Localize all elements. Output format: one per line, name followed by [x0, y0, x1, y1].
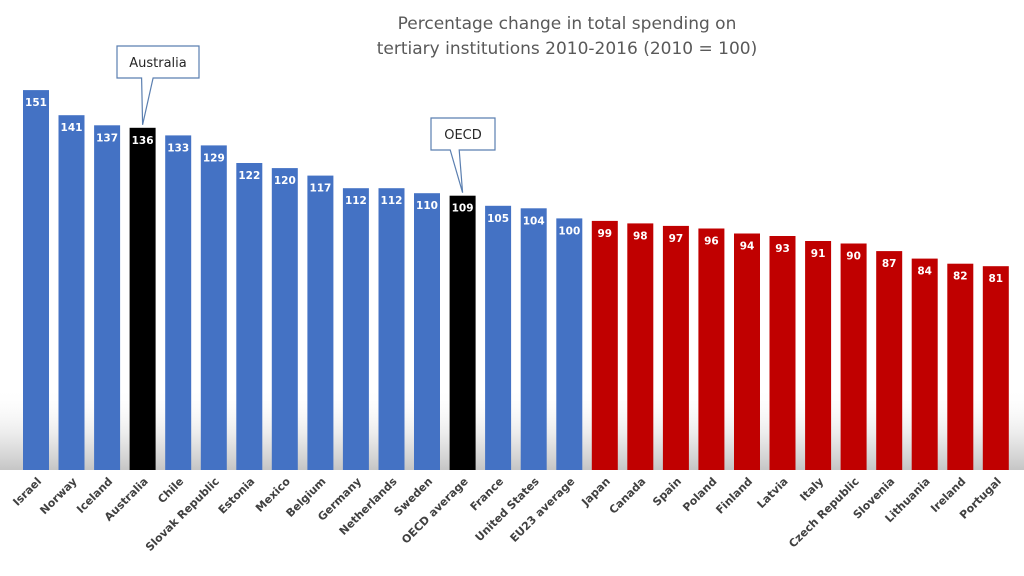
data-label: 141	[61, 122, 83, 134]
x-tick-label: Norway	[37, 475, 79, 517]
data-label: 129	[203, 152, 225, 164]
x-tick-label: United States	[473, 475, 542, 544]
bar	[342, 188, 369, 470]
data-label: 87	[882, 258, 897, 270]
x-tick-label: Chile	[155, 475, 186, 506]
data-label: 105	[487, 213, 509, 225]
data-label: 122	[238, 170, 260, 182]
chart-title-line: tertiary institutions 2010-2016 (2010 = …	[377, 39, 757, 59]
callout-label: OECD	[444, 128, 482, 143]
bar	[58, 115, 85, 470]
bar	[840, 243, 867, 470]
data-label: 120	[274, 175, 296, 187]
x-tick-label: Finland	[713, 475, 755, 517]
data-label: 90	[846, 251, 861, 263]
data-label: 98	[633, 230, 648, 242]
x-tick-label: Canada	[607, 475, 649, 517]
bar	[200, 145, 227, 470]
x-tick-label: Italy	[797, 475, 826, 504]
bar	[129, 127, 156, 471]
callout-label: Australia	[129, 56, 187, 71]
bar	[165, 135, 192, 470]
x-tick-label: Spain	[650, 475, 684, 509]
data-label: 84	[917, 266, 932, 278]
chart-title-line: Percentage change in total spending on	[398, 14, 737, 34]
data-label: 109	[452, 203, 474, 215]
x-tick-label: Israel	[10, 475, 44, 509]
data-label: 100	[558, 225, 580, 237]
x-tick-label: Estonia	[216, 475, 258, 517]
x-tick-label: Japan	[579, 475, 613, 509]
x-tick-label: EU23 average	[508, 475, 578, 545]
data-label: 99	[597, 228, 612, 240]
data-label: 112	[381, 195, 403, 207]
data-label: 110	[416, 200, 438, 212]
bar	[94, 125, 121, 471]
bar	[449, 195, 476, 470]
callouts: Australia OECD	[116, 45, 496, 193]
bar	[805, 241, 832, 470]
bar	[271, 168, 298, 470]
bar	[23, 90, 49, 470]
bar	[947, 263, 974, 470]
data-label: 91	[811, 248, 826, 260]
data-label: 112	[345, 195, 367, 207]
bar	[485, 205, 512, 471]
data-label: 93	[775, 243, 790, 255]
x-tick-label: OECD average	[399, 475, 471, 547]
bar	[378, 188, 405, 470]
value-labels: 151 141 137 136 133 129 122 120 117 112 112 110 109 1…	[25, 97, 1003, 285]
bar	[734, 233, 760, 470]
data-label: 97	[669, 233, 684, 245]
bar	[982, 266, 1009, 470]
bar	[236, 163, 263, 470]
data-label: 81	[988, 273, 1003, 285]
callout-bubble	[430, 117, 496, 193]
data-label: 151	[25, 97, 47, 109]
data-label: 94	[740, 241, 755, 253]
data-label: 96	[704, 236, 719, 248]
bar	[591, 220, 618, 470]
data-label: 117	[309, 183, 331, 195]
data-label: 82	[953, 271, 968, 283]
bar	[556, 218, 583, 470]
bar	[911, 258, 938, 470]
data-label: 104	[523, 215, 545, 227]
data-label: 136	[132, 135, 154, 147]
bar	[307, 175, 334, 470]
bar	[627, 223, 654, 470]
bar	[876, 251, 903, 470]
chart-title: Percentage change in total spending on te…	[377, 14, 757, 59]
x-tick-label: Latvia	[755, 475, 791, 511]
bars	[23, 90, 1009, 471]
bar	[520, 208, 547, 471]
bar	[662, 225, 689, 470]
callout-bubble	[116, 45, 200, 125]
bar	[769, 236, 796, 470]
bar	[698, 228, 725, 470]
data-label: 133	[167, 142, 189, 154]
bar	[414, 193, 440, 470]
data-label: 137	[96, 132, 118, 144]
